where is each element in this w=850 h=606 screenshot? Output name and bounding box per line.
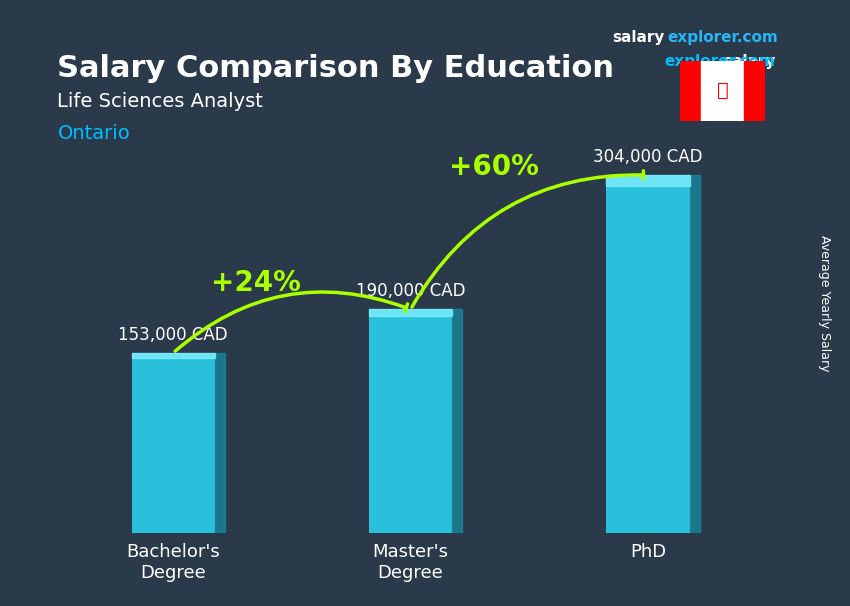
Text: Average Yearly Salary: Average Yearly Salary: [818, 235, 831, 371]
Text: salary: salary: [723, 54, 775, 69]
Text: 190,000 CAD: 190,000 CAD: [356, 282, 465, 300]
Bar: [606, 175, 689, 186]
Text: Life Sciences Analyst: Life Sciences Analyst: [58, 92, 264, 111]
Bar: [132, 353, 215, 358]
Bar: [132, 353, 215, 533]
Bar: [680, 61, 701, 121]
Text: Ontario: Ontario: [58, 124, 130, 143]
Text: explorer.com: explorer.com: [667, 30, 778, 45]
Text: salary: salary: [612, 30, 665, 45]
Bar: [689, 175, 700, 533]
Bar: [744, 61, 765, 121]
Text: 🍁: 🍁: [717, 81, 728, 101]
Bar: [606, 175, 689, 533]
Text: Salary Comparison By Education: Salary Comparison By Education: [58, 54, 615, 83]
Text: explorer.com: explorer.com: [665, 54, 775, 69]
Bar: [701, 61, 744, 121]
Bar: [452, 310, 462, 533]
Bar: [369, 310, 452, 533]
Bar: [369, 310, 452, 316]
Text: 304,000 CAD: 304,000 CAD: [593, 148, 703, 165]
Text: 153,000 CAD: 153,000 CAD: [118, 325, 228, 344]
Text: +24%: +24%: [212, 269, 301, 297]
Bar: [215, 353, 224, 533]
Text: +60%: +60%: [449, 153, 539, 181]
